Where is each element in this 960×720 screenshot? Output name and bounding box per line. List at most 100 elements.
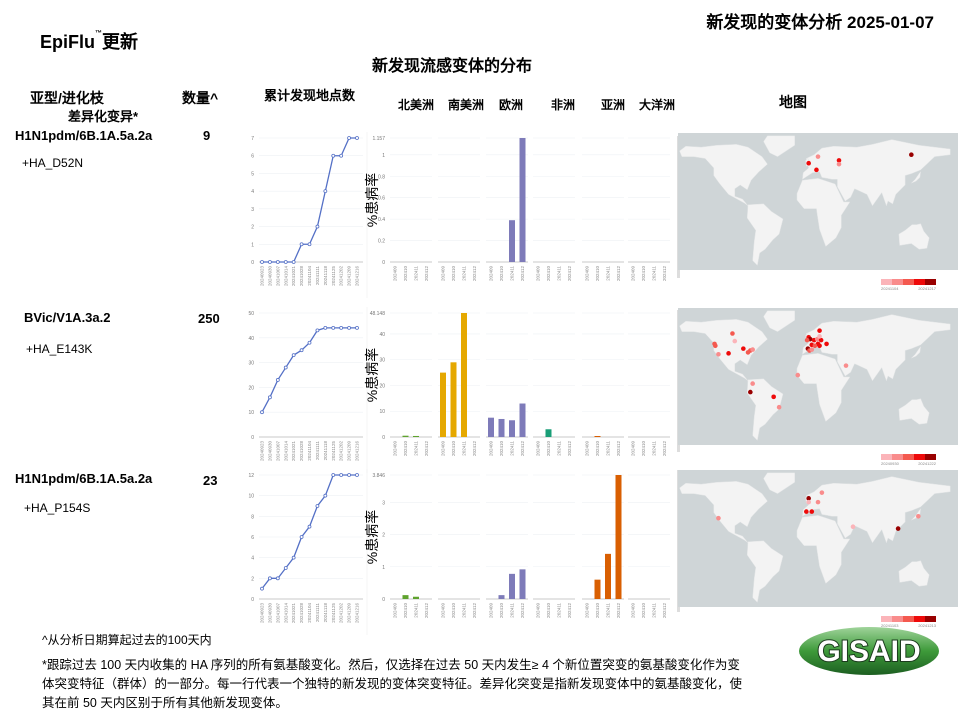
bar-y-tick-label: 10 — [379, 409, 385, 415]
line-point — [355, 473, 359, 477]
map-location-dot — [814, 167, 819, 173]
bar-x-tick-label: 202409 — [585, 266, 590, 282]
map-location-dot — [850, 524, 856, 529]
map-legend-swatch — [925, 454, 936, 460]
line-point — [315, 504, 320, 508]
slide-title: 新发现的变体分析 2025-01-07 — [706, 13, 934, 32]
line-y-tick-label: 0 — [251, 435, 254, 441]
map-legend-swatch — [903, 279, 914, 285]
distribution-title: 新发现流感变体的分布 — [372, 58, 533, 75]
line-point — [291, 353, 296, 358]
line-y-tick-label: 12 — [248, 473, 254, 479]
line-x-tick-label: 20241007 — [275, 266, 280, 287]
line-point — [339, 325, 344, 330]
line-x-tick-label: 20241118 — [323, 441, 328, 461]
line-y-tick-label: 5 — [251, 171, 254, 177]
bar-y-tick-label: 0.6 — [378, 196, 385, 202]
row-1-charts: 0 1 2 3 4 5 6 7 20240923 20240930 20241007 20241014… — [251, 132, 670, 298]
line-y-tick-label: 2 — [251, 576, 254, 582]
header-north-america: 北美洲 — [398, 98, 435, 112]
line-point — [307, 524, 312, 529]
map-location-dot — [809, 509, 815, 514]
bar-x-tick-label: 202411 — [510, 603, 515, 618]
bar-x-tick-label: 202412 — [520, 266, 525, 282]
bar-南美洲-202411 — [461, 313, 467, 437]
map-legend-swatch — [914, 279, 925, 285]
line-y-tick-label: 20 — [248, 385, 254, 391]
logo-ellipse — [799, 627, 939, 675]
bar-y-tick-label: 3.846 — [372, 473, 385, 479]
bar-x-tick-label: 202410 — [403, 266, 408, 282]
line-point — [347, 136, 351, 140]
line-point — [307, 242, 312, 247]
bar-x-tick-label: 202410 — [451, 441, 456, 457]
line-y-tick-label: 6 — [251, 535, 254, 541]
map-location-dot — [741, 346, 746, 351]
map-location-dot — [815, 154, 821, 159]
bar-欧洲-202410 — [498, 418, 505, 437]
line-point — [299, 242, 304, 247]
line-point — [260, 260, 264, 264]
map-land-japan — [911, 170, 922, 184]
map-land-australia — [898, 398, 930, 425]
map-location-dot — [916, 513, 921, 519]
line-x-tick-label: 20241028 — [299, 266, 304, 287]
footnote-differential: *跟踪过去 100 天内收集的 HA 序列的所有氨基酸变化。然后，仅选择在过去 … — [42, 658, 743, 710]
line-x-tick-label: 20241216 — [355, 266, 360, 287]
line-point — [331, 153, 336, 158]
line-point — [355, 136, 359, 140]
map-location-dot — [895, 526, 901, 531]
header-clade: 亚型/进化枝 — [30, 90, 104, 106]
gisaid-logo: GISAID — [799, 627, 939, 675]
bar-x-tick-label: 202410 — [499, 603, 504, 619]
logo-text: GISAID — [817, 635, 920, 668]
bar-北美洲-202410 — [402, 435, 409, 437]
map-location-dot — [795, 372, 801, 378]
map-legend-swatch — [892, 616, 903, 622]
bar-x-tick-label: 202409 — [489, 266, 494, 282]
bar-x-tick-label: 202410 — [546, 266, 551, 282]
map-location-dot — [836, 158, 842, 163]
bar-x-tick-label: 202410 — [595, 441, 600, 457]
row-3-map: 20241103 20241213 — [678, 470, 958, 628]
bar-x-tick-label: 202410 — [595, 266, 600, 282]
bar-x-tick-label: 202410 — [595, 603, 600, 619]
map-land-africa — [796, 515, 851, 584]
row-2-mutation: +HA_E143K — [26, 342, 93, 356]
header-differential: 差异化变异* — [68, 109, 139, 124]
bar-x-tick-label: 202412 — [472, 603, 477, 619]
map-legend-swatch — [925, 279, 936, 285]
line-y-tick-label: 10 — [248, 494, 254, 500]
bar-x-tick-label: 202409 — [585, 603, 590, 619]
map-land-eurasia — [802, 139, 951, 207]
bar-x-tick-label: 202412 — [424, 603, 429, 619]
map-location-dot — [817, 328, 822, 333]
line-x-tick-label: 20241007 — [275, 603, 280, 624]
bar-y-tick-label: 0.8 — [378, 174, 385, 180]
bar-y-tick-label: 1 — [382, 153, 385, 159]
line-point — [291, 555, 296, 560]
bar-x-tick-label: 202411 — [557, 603, 562, 618]
map-location-dot — [824, 341, 829, 347]
map-land-north-america — [679, 144, 768, 206]
header-south-america: 南美洲 — [448, 98, 485, 112]
bar-x-tick-label: 202411 — [414, 266, 419, 281]
bar-x-tick-label: 202409 — [585, 441, 590, 457]
line-x-tick-label: 20241021 — [291, 266, 296, 287]
map-location-dot — [818, 337, 824, 343]
bar-x-tick-label: 202411 — [606, 441, 611, 456]
bar-x-tick-label: 202411 — [557, 266, 562, 281]
line-x-tick-label: 20241209 — [347, 603, 352, 624]
bar-亚洲-202411 — [605, 553, 611, 599]
map-land-australia — [898, 560, 930, 587]
bar-x-tick-label: 202410 — [403, 441, 408, 457]
map-land-north-america — [679, 481, 768, 543]
line-x-tick-label: 20241209 — [347, 266, 352, 287]
line-point — [347, 473, 351, 477]
bar-x-tick-label: 202410 — [641, 266, 646, 282]
bar-南美洲-202410 — [450, 362, 457, 437]
line-y-tick-label: 3 — [251, 207, 254, 213]
bar-x-tick-label: 202410 — [451, 266, 456, 282]
header-africa: 非洲 — [551, 98, 576, 112]
